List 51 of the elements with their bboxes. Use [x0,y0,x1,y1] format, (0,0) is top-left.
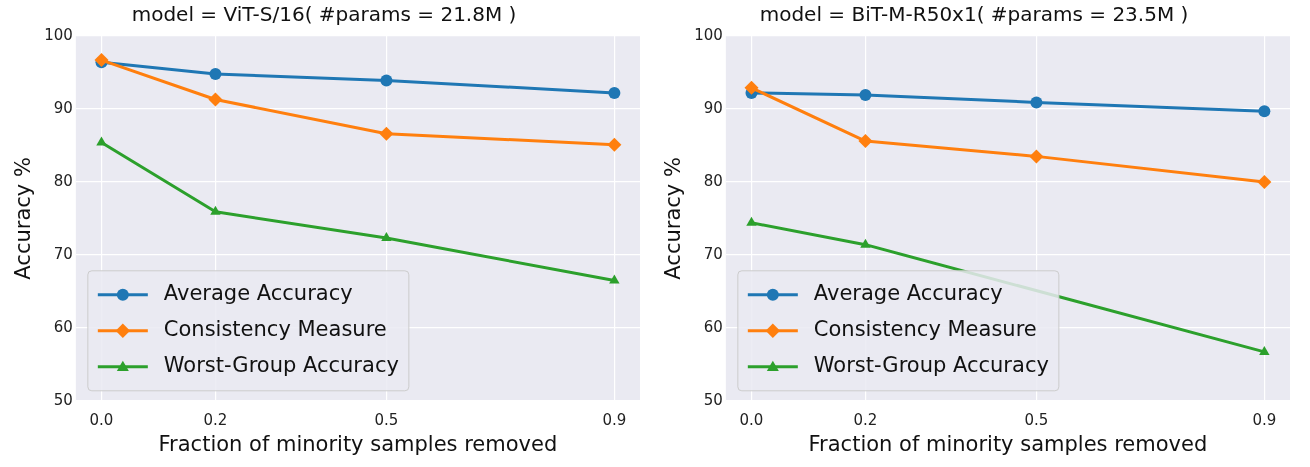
x-axis-title: Fraction of minority samples removed [808,431,1208,456]
legend-label: Worst-Group Accuracy [163,353,399,378]
y-tick-label: 60 [703,317,723,336]
y-tick-label: 70 [53,244,73,263]
point [1030,96,1043,109]
y-tick-label: 100 [694,25,723,44]
y-tick-label: 80 [53,171,73,190]
x-tick-label: 0.0 [739,410,764,429]
point [858,134,873,149]
x-tick-label: 0.2 [853,410,878,429]
point [860,238,871,248]
x-tick-label: 0.0 [89,410,114,429]
point [208,92,223,107]
y-tick-label: 100 [44,25,73,44]
y-tick-label: 80 [703,171,723,190]
point [746,216,757,226]
y-tick-label: 70 [703,244,723,263]
point [744,80,759,95]
point [1257,174,1272,189]
point [1258,105,1271,118]
point [209,67,222,80]
legend-label: Consistency Measure [163,317,387,342]
y-tick-label: 50 [53,390,73,409]
point [381,232,392,242]
x-tick-label: 0.5 [374,410,399,429]
chart-title: model = BiT-M-R50x1( #params = 23.5M ) [759,2,1189,27]
point [859,89,872,102]
point [607,137,622,152]
legend-label: Average Accuracy [163,281,353,306]
point [210,205,221,215]
x-tick-label: 0.5 [1024,410,1049,429]
point [1029,149,1044,164]
point [96,136,107,146]
y-tick-label: 50 [703,390,723,409]
x-tick-label: 0.9 [1252,410,1277,429]
x-tick-label: 0.2 [203,410,228,429]
y-tick-label: 90 [53,98,73,117]
y-axis-title: Accuracy % [11,157,36,280]
legend-label: Consistency Measure [813,317,1037,342]
point [608,86,621,99]
y-tick-label: 60 [53,317,73,336]
y-axis-title: Accuracy % [661,157,686,280]
point [380,74,393,87]
y-tick-label: 90 [703,98,723,117]
legend-label: Average Accuracy [813,281,1003,306]
point [1259,345,1270,355]
legend-label: Worst-Group Accuracy [813,353,1049,378]
x-axis-title: Fraction of minority samples removed [158,431,558,456]
chart-title: model = ViT-S/16( #params = 21.8M ) [131,2,517,27]
x-tick-label: 0.9 [602,410,627,429]
point [379,126,394,141]
